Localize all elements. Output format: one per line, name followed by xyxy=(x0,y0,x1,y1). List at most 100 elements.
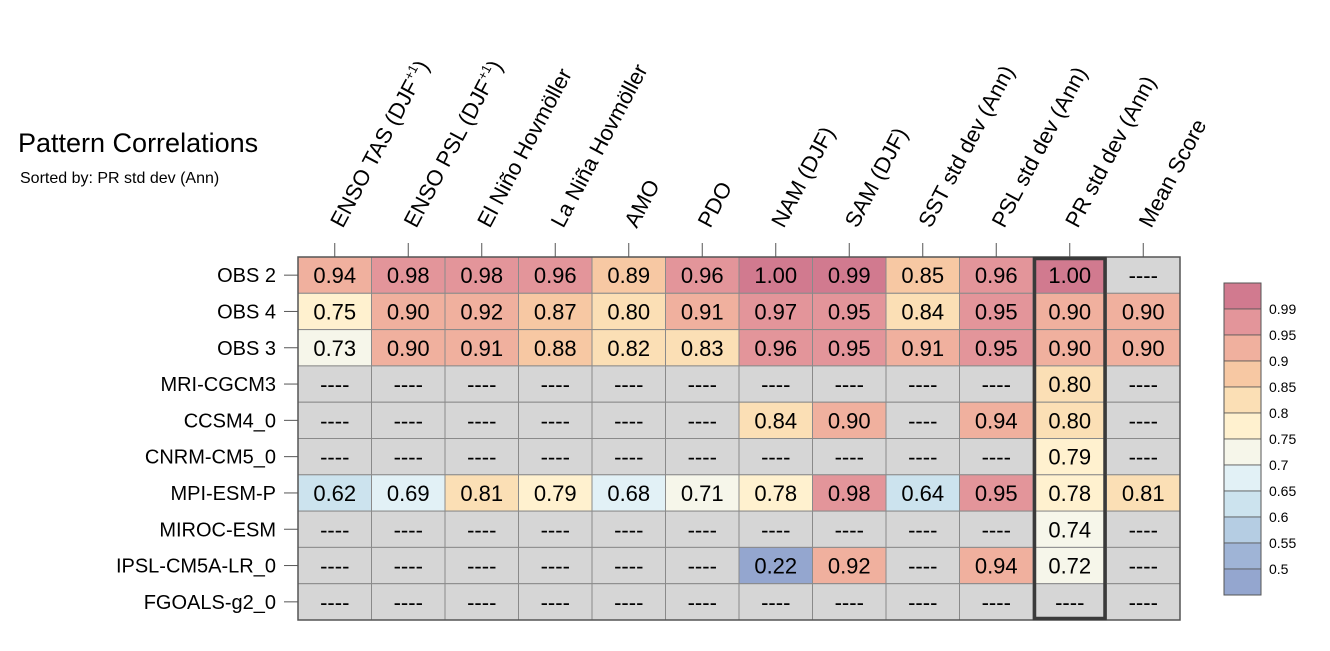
row-label: OBS 2 xyxy=(217,265,276,287)
cell-value-label: ---- xyxy=(908,590,937,615)
row-label: CCSM4_0 xyxy=(184,410,276,432)
heatmap-cell xyxy=(1106,583,1181,621)
heatmap-cell xyxy=(959,546,1034,585)
cell-value-label: ---- xyxy=(761,590,790,615)
row-label: MPI-ESM-P xyxy=(170,483,276,505)
cell-value-label: ---- xyxy=(467,445,496,470)
heatmap-cell xyxy=(371,292,446,331)
cell-value-label: 0.62 xyxy=(313,481,356,506)
cell-value-label: ---- xyxy=(614,445,643,470)
row-label: MRI-CGCM3 xyxy=(160,374,276,396)
cell-value-label: ---- xyxy=(688,554,717,579)
cell-value-label: ---- xyxy=(320,372,349,397)
cell-value-label: ---- xyxy=(835,590,864,615)
cell-value-label: 0.91 xyxy=(901,336,944,361)
cell-value-label: ---- xyxy=(761,517,790,542)
heatmap-cell xyxy=(959,583,1034,621)
heatmap-cell xyxy=(1106,510,1181,548)
heatmap-cell xyxy=(591,292,666,331)
colorbar-segment xyxy=(1223,438,1262,466)
cell-value-label: ---- xyxy=(467,372,496,397)
heatmap-cell xyxy=(812,438,887,476)
cell-value-label: ---- xyxy=(688,445,717,470)
heatmap-cell xyxy=(371,510,446,548)
cell-value-label: 0.64 xyxy=(901,481,944,506)
heatmap-cell xyxy=(1032,401,1107,440)
heatmap-cell xyxy=(591,546,666,585)
cell-value-label: 0.94 xyxy=(975,554,1018,579)
colorbar-tick-label: 0.5 xyxy=(1269,561,1289,577)
heatmap-cell xyxy=(885,510,960,548)
cell-value-label: ---- xyxy=(541,517,570,542)
cell-value-label: ---- xyxy=(982,372,1011,397)
cell-value-label: ---- xyxy=(1129,590,1158,615)
heatmap-cell xyxy=(812,292,887,331)
cell-value-label: ---- xyxy=(394,517,423,542)
heatmap-cell xyxy=(591,583,666,621)
cell-value-label: 0.90 xyxy=(1048,336,1091,361)
heatmap-cell xyxy=(738,583,813,621)
heatmap-cell xyxy=(591,329,666,367)
cell-value-label: ---- xyxy=(982,590,1011,615)
cell-value-label: 0.96 xyxy=(975,263,1018,288)
cell-value-label: 0.80 xyxy=(607,299,650,324)
cell-value-label: 0.72 xyxy=(1048,554,1091,579)
colorbar-segment xyxy=(1223,360,1262,388)
heatmap-cell xyxy=(591,438,666,476)
heatmap-cell xyxy=(297,256,372,294)
heatmap-cell xyxy=(444,401,519,440)
cell-value-label: 0.98 xyxy=(460,263,503,288)
heatmap-cell xyxy=(738,329,813,367)
colorbar-segment xyxy=(1223,282,1262,310)
column-label: NAM (DJF) xyxy=(766,123,840,232)
cell-value-label: ---- xyxy=(614,408,643,433)
cell-value-label: ---- xyxy=(541,554,570,579)
heatmap-cell xyxy=(959,365,1034,403)
heatmap-cell xyxy=(738,256,813,294)
row-label: MIROC-ESM xyxy=(159,519,276,541)
row-label: OBS 4 xyxy=(217,301,276,323)
cell-value-label: 1.00 xyxy=(754,263,797,288)
cell-value-label: 0.84 xyxy=(754,408,797,433)
heatmap-cell xyxy=(1032,510,1107,548)
heatmap-cell xyxy=(665,401,740,440)
heatmap-cell xyxy=(297,365,372,403)
heatmap-cell xyxy=(591,510,666,548)
heatmap-cell xyxy=(665,292,740,331)
heatmap-cell xyxy=(297,583,372,621)
cell-value-label: 0.96 xyxy=(754,336,797,361)
cell-value-label: ---- xyxy=(394,408,423,433)
cell-value-label: ---- xyxy=(1129,445,1158,470)
heatmap-cell xyxy=(444,546,519,585)
cell-value-label: 0.78 xyxy=(1048,481,1091,506)
cell-value-label: 0.71 xyxy=(681,481,724,506)
colorbar-segment xyxy=(1223,542,1262,570)
cell-value-label: ---- xyxy=(908,408,937,433)
cell-value-label: 0.90 xyxy=(1048,299,1091,324)
heatmap-cell xyxy=(518,510,593,548)
cell-value-label: ---- xyxy=(1129,554,1158,579)
cell-value-label: 0.81 xyxy=(1122,481,1165,506)
row-label: IPSL-CM5A-LR_0 xyxy=(116,556,276,578)
heatmap-cell xyxy=(518,292,593,331)
cell-value-label: 0.96 xyxy=(534,263,577,288)
heatmap-frame xyxy=(297,256,1181,621)
cell-value-label: 0.91 xyxy=(681,299,724,324)
colorbar-tick-label: 0.65 xyxy=(1269,483,1296,499)
cell-value-label: ---- xyxy=(688,408,717,433)
cell-value-label: 0.95 xyxy=(975,299,1018,324)
heatmap-cell xyxy=(812,401,887,440)
cell-value-label: ---- xyxy=(320,408,349,433)
colorbar-tick-label: 0.7 xyxy=(1269,457,1289,473)
heatmap-cell xyxy=(959,292,1034,331)
colorbar-tick-label: 0.99 xyxy=(1269,301,1296,317)
heatmap-cell xyxy=(518,329,593,367)
colorbar-tick-label: 0.6 xyxy=(1269,509,1289,525)
sorted-column-highlight xyxy=(1032,256,1107,621)
heatmap-cell xyxy=(371,474,446,512)
colorbar-frame xyxy=(1223,282,1262,596)
colorbar-tick-label: 0.85 xyxy=(1269,379,1296,395)
cell-value-label: 0.90 xyxy=(1122,299,1165,324)
colorbar-segment xyxy=(1223,412,1262,440)
